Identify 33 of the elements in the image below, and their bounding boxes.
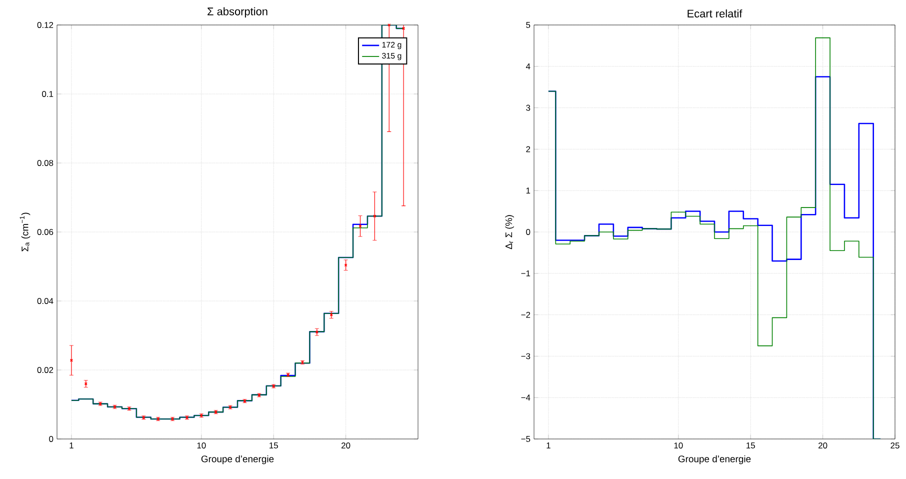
y-tick-label: 0.06 [37,228,54,235]
y-tick-label: 0 [49,436,54,442]
y-tick-label: 4 [526,63,530,70]
x-tick-label: 15 [746,442,755,448]
y-tick-label: 0.08 [37,160,54,166]
y-tick-label: 0.1 [42,90,54,97]
y-tick-label: 5 [526,22,530,28]
x-tick-label: 1 [546,442,550,448]
chart-title: Ecart relatif [688,9,742,18]
y-tick-label: 0.12 [37,22,54,28]
x-tick-label: 15 [270,442,278,448]
y-tick-label: 2 [526,146,530,152]
y-tick-label: 0.02 [37,366,54,373]
x-tick-label: 25 [890,442,900,448]
y-tick-label: −2 [521,312,530,318]
y-tick-label: 0 [526,228,530,235]
y-tick-label: −5 [521,436,530,442]
x-axis-title: Groupe d’energie [201,455,274,464]
y-tick-label: 0.04 [37,298,54,304]
y-tick-label: −4 [521,394,530,400]
x-tick-label: 10 [197,442,206,448]
x-tick-label: 1 [70,442,74,448]
x-tick-label: 20 [818,442,828,448]
y-tick-label: −1 [521,270,530,276]
x-tick-label: 10 [674,442,683,448]
y-axis-title: Δ$_{r}$ Σ (%) [505,215,514,250]
y-tick-label: 1 [526,188,530,194]
x-axis-title: Groupe d’energie [678,455,751,464]
chart-title: Σ absorption [208,7,268,18]
y-axis-title: Σ$_{a}$ (cm$^{−1}$) [20,212,30,252]
y-tick-label: 3 [526,104,530,111]
x-tick-label: 20 [342,442,350,448]
y-tick-label: −3 [521,353,530,360]
